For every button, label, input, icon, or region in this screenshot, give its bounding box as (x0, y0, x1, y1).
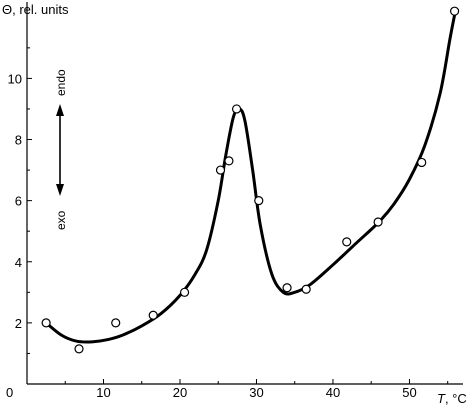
y-tick-label: 2 (15, 316, 22, 331)
data-point (231, 104, 242, 114)
y-tick-label: 6 (15, 194, 22, 209)
y-tick-label: 4 (15, 255, 22, 270)
tick-labels: 0 10 20 30 40 50 2 4 6 8 10 (6, 71, 417, 400)
data-point (224, 156, 234, 166)
exo-label: exo (54, 210, 68, 230)
x-axis-label: T, °C (437, 391, 467, 406)
points-layer (41, 6, 460, 354)
y-tick-label: 8 (15, 133, 22, 148)
data-point (449, 6, 460, 16)
data-point (111, 318, 121, 328)
y-tick-label: 10 (8, 71, 22, 86)
fit-curve (44, 9, 457, 344)
x-tick-label: 10 (96, 385, 110, 400)
curve-layer (44, 9, 457, 344)
data-point (215, 165, 226, 175)
data-point (301, 284, 311, 294)
endo-exo-annotation: endo exo (54, 69, 68, 230)
arrow-down-icon (56, 184, 64, 196)
data-point (342, 237, 352, 247)
data-point (41, 318, 51, 328)
x-tick-label: 30 (249, 385, 263, 400)
data-point (417, 157, 427, 168)
x-tick-label: 20 (173, 385, 187, 400)
ticks (27, 47, 449, 384)
data-point (282, 283, 292, 293)
data-point (179, 287, 190, 297)
x-axis-label-unit: , °C (445, 391, 467, 406)
data-point (148, 310, 158, 320)
y-axis-label: Θ, rel. units (2, 2, 69, 17)
data-point (254, 196, 264, 206)
data-point (74, 344, 84, 354)
arrow-up-icon (56, 104, 64, 116)
x-tick-label: 40 (326, 385, 340, 400)
origin-tick-label: 0 (6, 385, 13, 400)
endo-label: endo (54, 69, 68, 96)
data-point (373, 217, 383, 227)
x-axis-label-var: T (437, 391, 446, 406)
x-tick-label: 50 (402, 385, 416, 400)
axes (26, 2, 463, 385)
